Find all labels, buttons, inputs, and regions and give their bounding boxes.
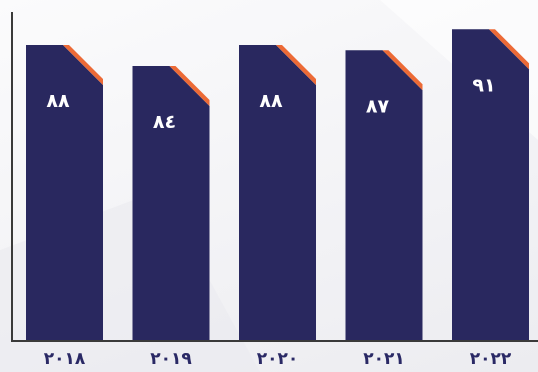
x-tick-label: ٢٠١٨ bbox=[44, 349, 86, 369]
x-tick-label: ٢٠٢١ bbox=[363, 349, 405, 369]
bar-3 bbox=[239, 45, 316, 341]
bar-corner-accent bbox=[169, 66, 210, 106]
bar-value-label: ٨٧ bbox=[366, 95, 390, 117]
x-tick-label: ٢٠٢٢ bbox=[470, 349, 512, 369]
bars-layer: ٨٨ ٨٤ ٨٨ ٨٧ ٩١ bbox=[26, 29, 529, 341]
bar-value-label: ٨٤ bbox=[153, 111, 176, 133]
bar-2 bbox=[132, 66, 210, 341]
bar-corner-accent bbox=[276, 45, 316, 85]
bar-corner-accent bbox=[63, 45, 103, 85]
bar-value-label: ٩١ bbox=[472, 74, 495, 96]
x-tick-label: ٢٠١٩ bbox=[150, 349, 192, 369]
bar-corner-accent bbox=[489, 29, 529, 70]
bar-4 bbox=[345, 50, 423, 341]
x-tick-label: ٢٠٢٠ bbox=[257, 349, 299, 369]
bar-corner-accent bbox=[382, 50, 423, 91]
bar-value-label: ٨٨ bbox=[46, 90, 70, 112]
x-tick-labels: ٢٠١٨ ٢٠١٩ ٢٠٢٠ ٢٠٢١ ٢٠٢٢ bbox=[44, 349, 512, 369]
bar-1 bbox=[26, 45, 103, 341]
bar-5 bbox=[452, 29, 529, 341]
bar-value-label: ٨٨ bbox=[259, 90, 283, 112]
